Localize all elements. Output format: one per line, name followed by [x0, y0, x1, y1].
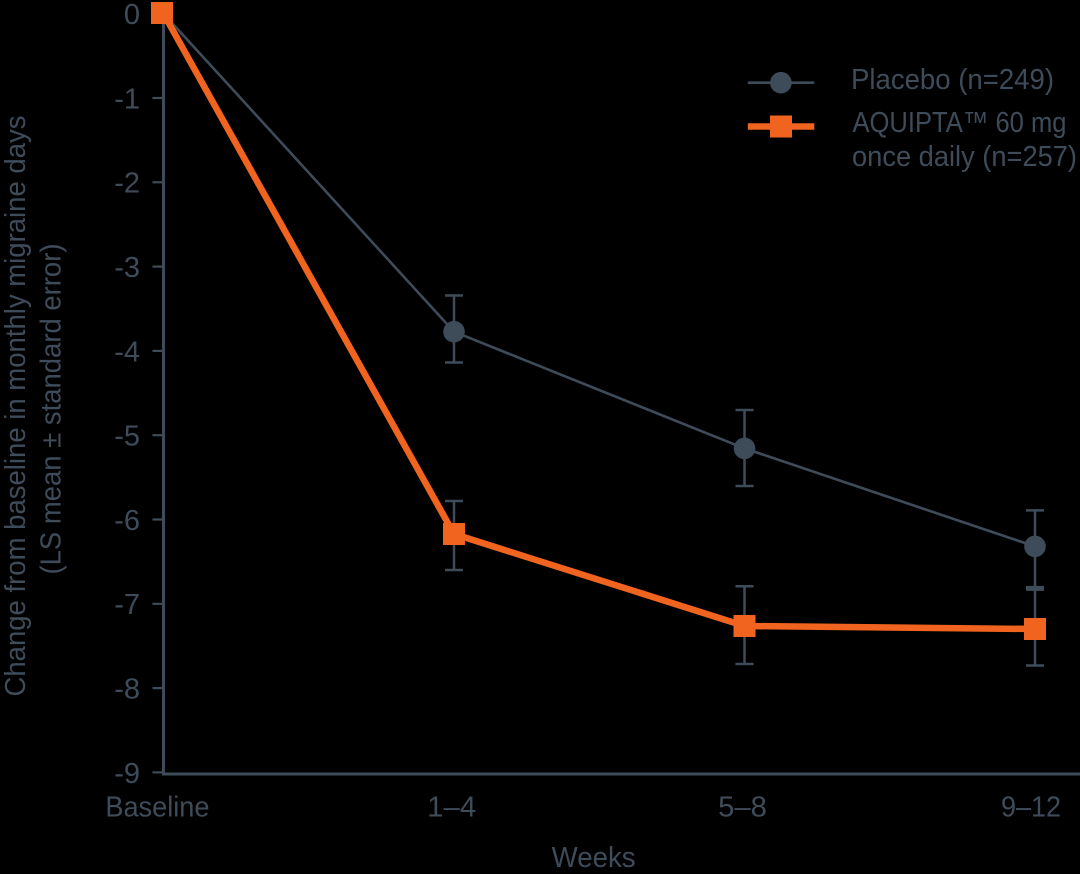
svg-text:5–8: 5–8	[718, 791, 767, 823]
svg-text:-7: -7	[114, 589, 140, 621]
svg-text:Baseline: Baseline	[105, 791, 209, 823]
svg-text:1–4: 1–4	[427, 791, 476, 823]
svg-text:-9: -9	[114, 758, 140, 790]
svg-text:-4: -4	[114, 336, 140, 368]
svg-text:0: 0	[124, 0, 140, 31]
svg-text:(LS mean ± standard error): (LS mean ± standard error)	[36, 244, 68, 575]
svg-text:Weeks: Weeks	[552, 842, 636, 874]
svg-text:-8: -8	[114, 674, 140, 706]
svg-text:-3: -3	[114, 252, 140, 284]
svg-text:-5: -5	[114, 421, 140, 453]
svg-text:-1: -1	[114, 83, 140, 115]
svg-text:9–12: 9–12	[1001, 791, 1061, 823]
svg-text:-2: -2	[114, 168, 140, 200]
svg-text:-6: -6	[114, 505, 140, 537]
svg-text:AQUIPTA™ 60 mg: AQUIPTA™ 60 mg	[853, 107, 1067, 139]
svg-text:Placebo (n=249): Placebo (n=249)	[851, 64, 1054, 96]
svg-text:once daily (n=257): once daily (n=257)	[852, 141, 1077, 173]
svg-text:Change from baseline in monthl: Change from baseline in monthly migraine…	[0, 116, 32, 697]
